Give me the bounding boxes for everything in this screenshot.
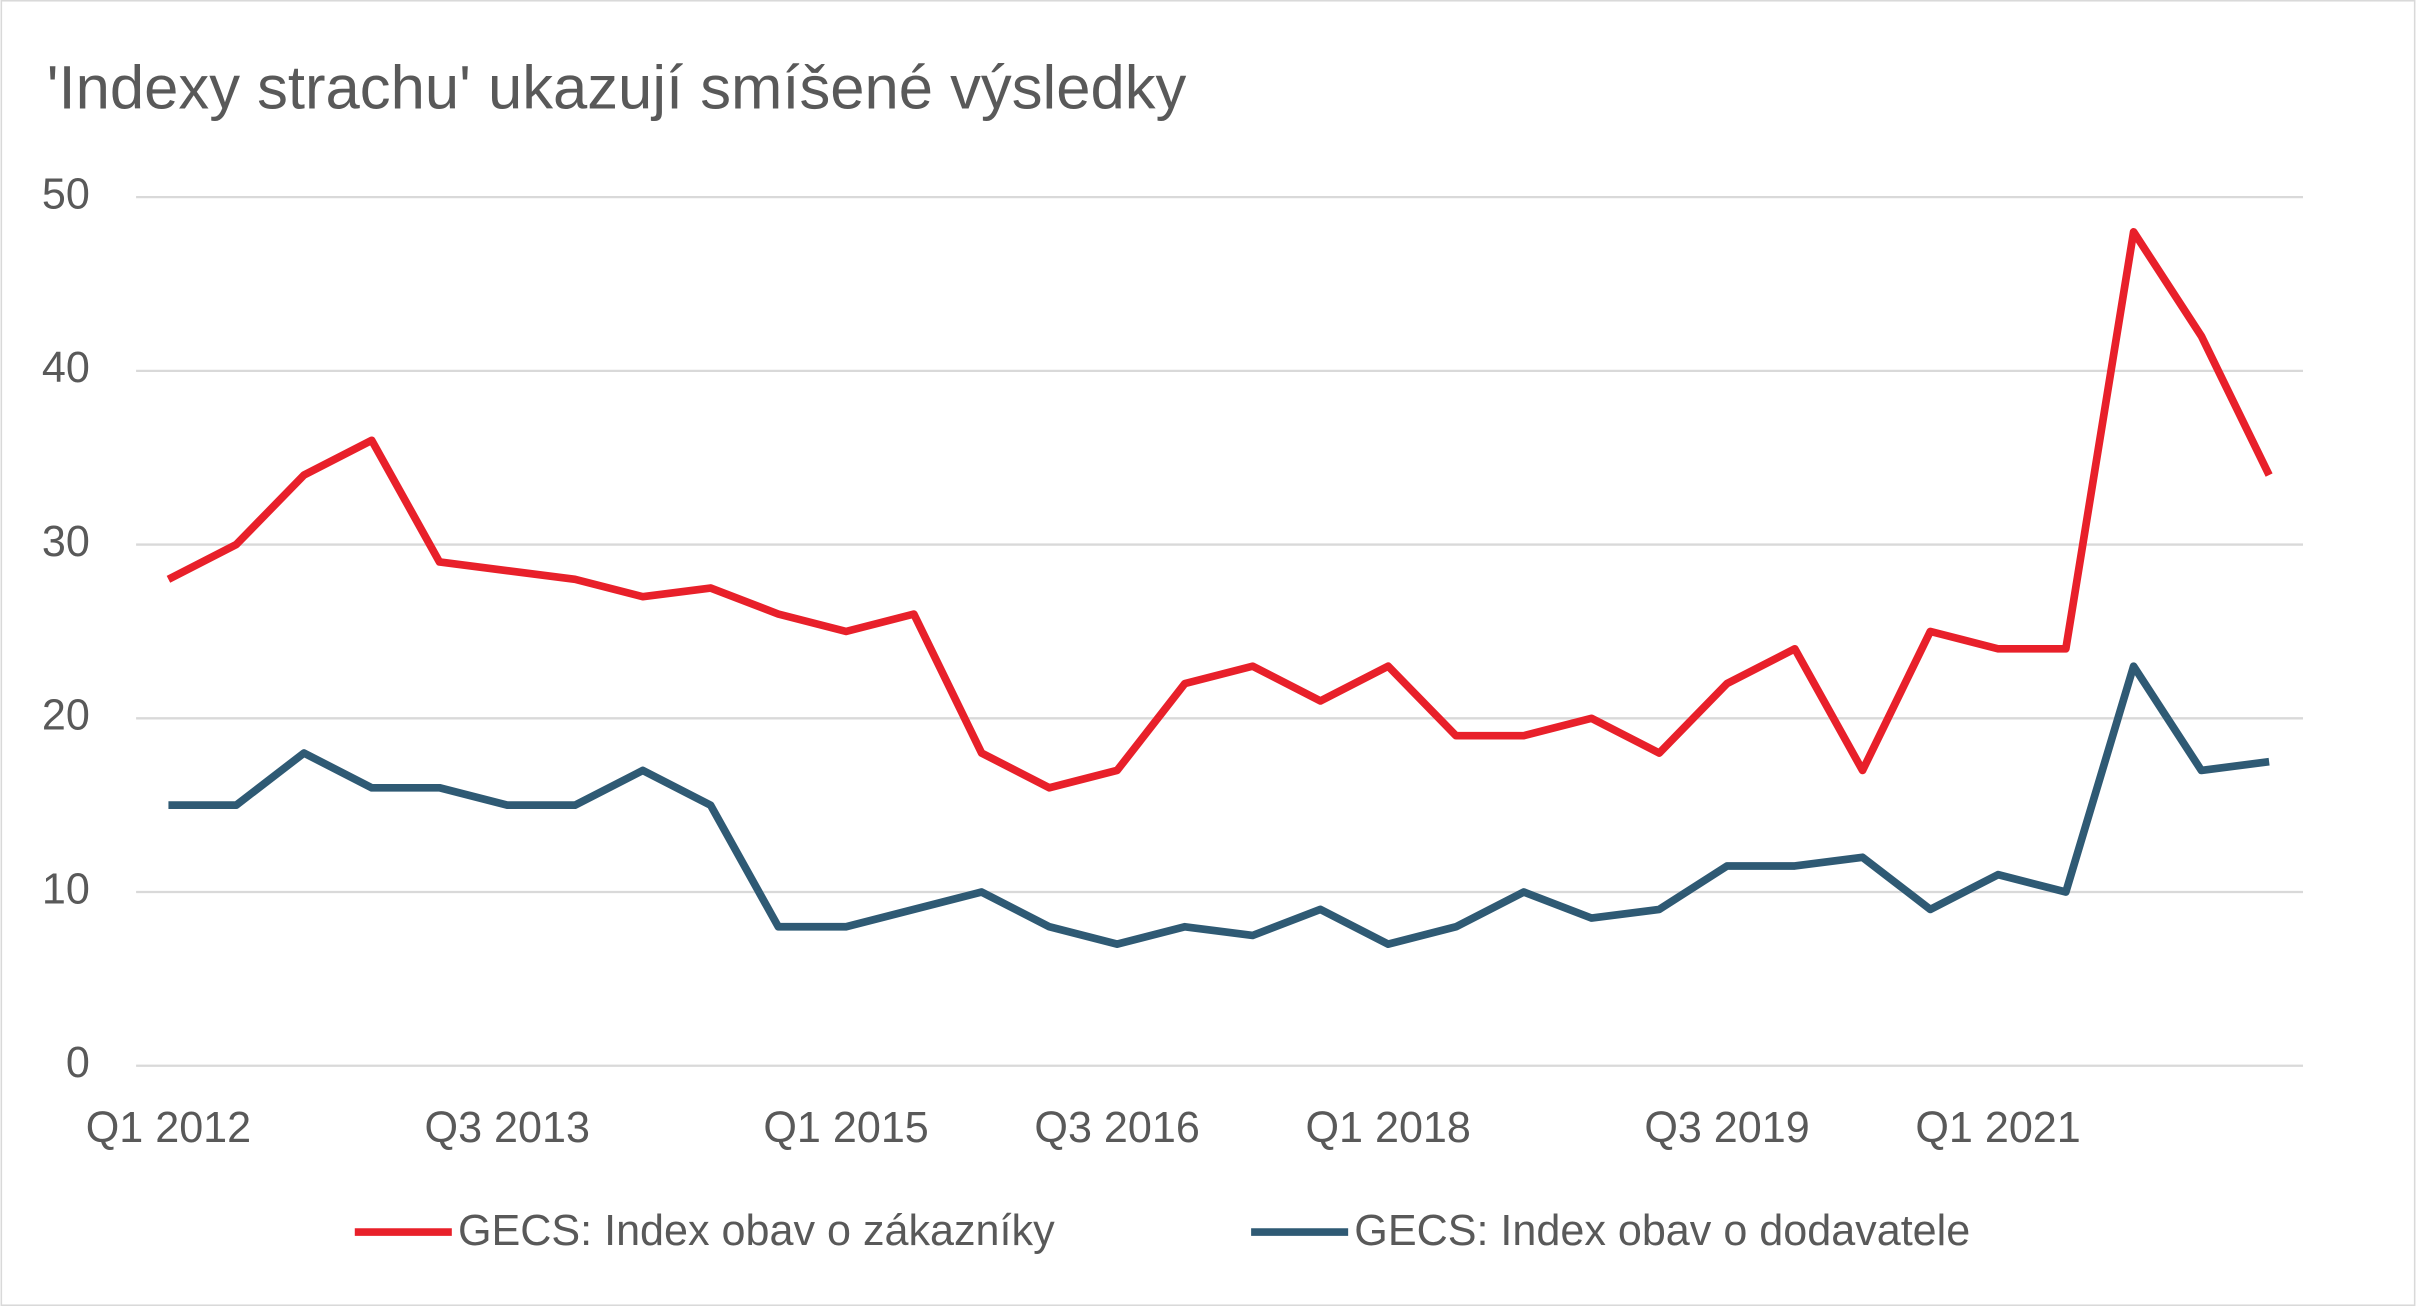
y-tick-label: 50 bbox=[42, 171, 90, 219]
legend-label: GECS: Index obav o dodavatele bbox=[1354, 1207, 1970, 1255]
x-tick-label: Q3 2016 bbox=[1034, 1104, 1199, 1152]
x-tick-label: Q1 2015 bbox=[763, 1104, 928, 1152]
y-tick-label: 30 bbox=[42, 518, 90, 566]
y-tick-label: 20 bbox=[42, 692, 90, 740]
x-tick-label: Q3 2019 bbox=[1644, 1104, 1809, 1152]
line-series bbox=[168, 662, 2270, 948]
x-tick-label: Q1 2021 bbox=[1915, 1104, 2080, 1152]
legend-label: GECS: Index obav o zákazníky bbox=[458, 1207, 1055, 1255]
y-tick-label: 0 bbox=[66, 1039, 90, 1087]
chart-title: 'Indexy strachu' ukazují smíšené výsledk… bbox=[47, 54, 1187, 123]
y-tick-label: 10 bbox=[42, 865, 90, 913]
x-tick-label: Q3 2013 bbox=[425, 1104, 590, 1152]
line-series bbox=[166, 228, 2273, 792]
y-tick-label: 40 bbox=[42, 344, 90, 392]
x-tick-label: Q1 2012 bbox=[86, 1104, 251, 1152]
x-tick-label: Q1 2018 bbox=[1305, 1104, 1470, 1152]
